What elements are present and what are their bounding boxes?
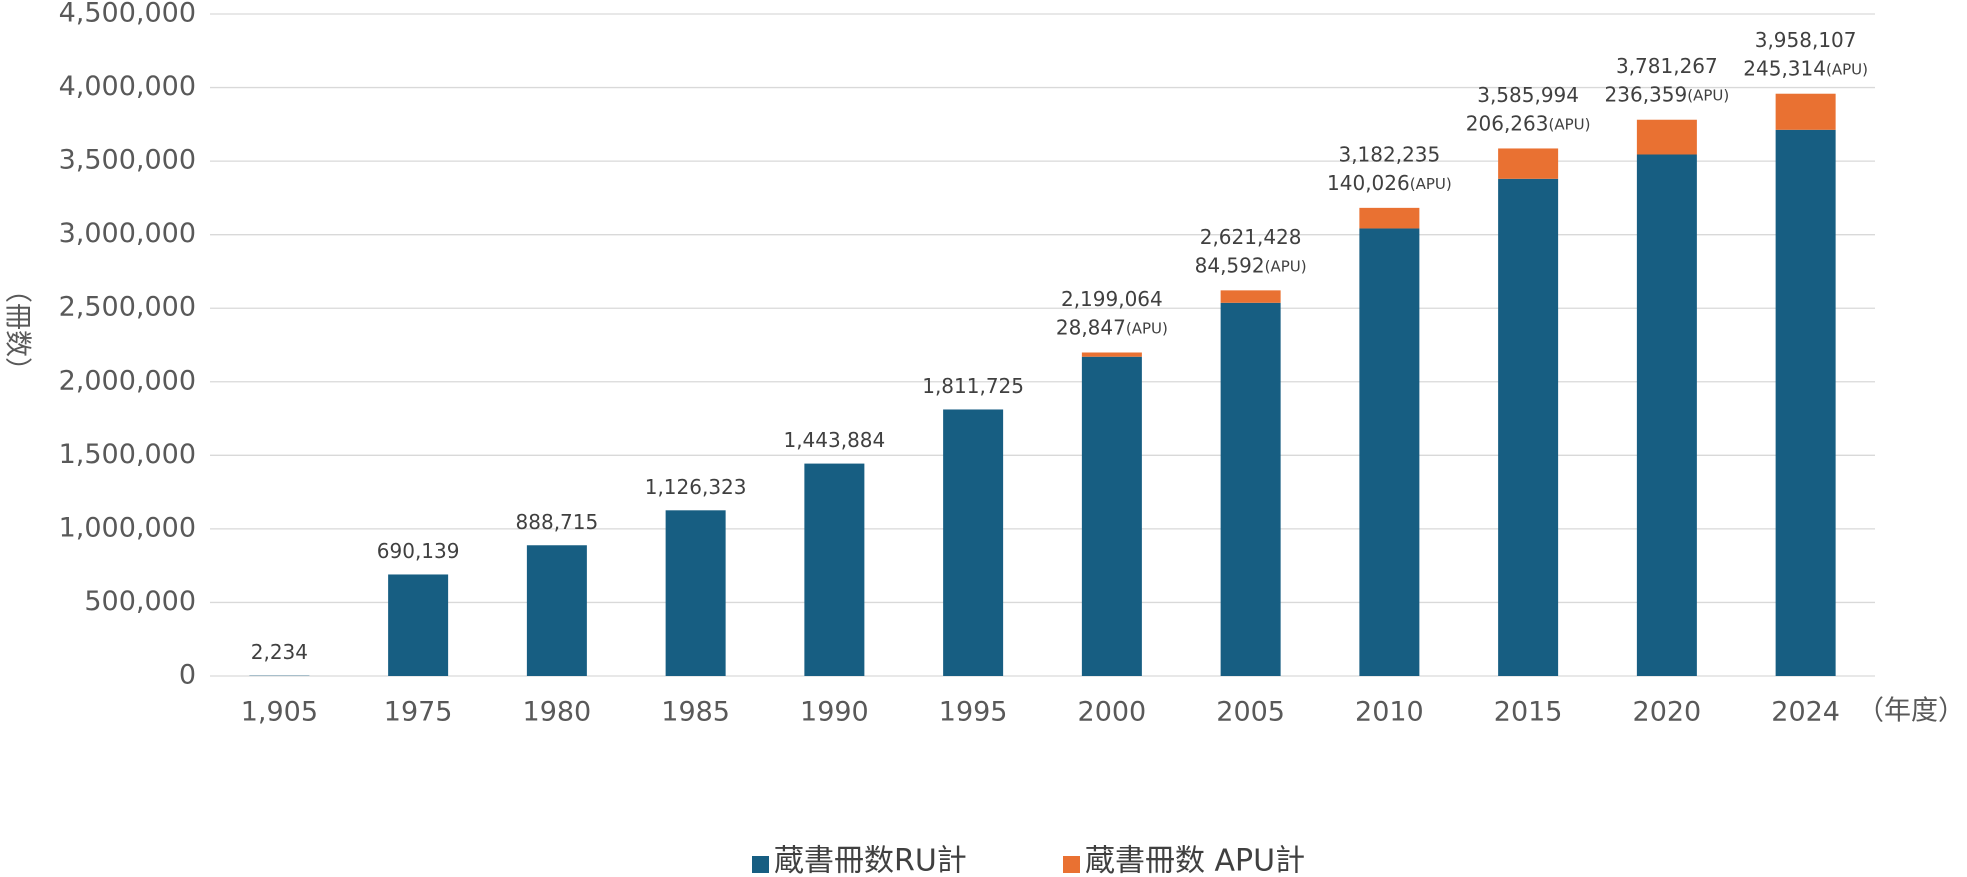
x-tick-label: 2005 — [1216, 697, 1285, 728]
bar-segment — [1081, 352, 1142, 357]
total-label: 3,585,994 — [1477, 83, 1579, 107]
x-tick-label: 1995 — [939, 697, 1008, 728]
x-tick-label: 1980 — [523, 697, 592, 728]
apu-label: 236,359(APU) — [1605, 82, 1730, 106]
apu-label: 140,026(APU) — [1327, 170, 1452, 194]
y-tick-label: 1,000,000 — [59, 512, 196, 543]
y-tick-label: 3,000,000 — [59, 218, 196, 249]
x-tick-label: 2024 — [1771, 697, 1840, 728]
y-tick-label: 2,000,000 — [59, 365, 196, 396]
total-label: 1,126,323 — [645, 475, 747, 499]
bar-segment — [526, 545, 587, 676]
apu-suffix: (APU) — [1265, 257, 1307, 275]
bar-segment — [1498, 148, 1559, 179]
apu-label: 206,263(APU) — [1466, 111, 1591, 135]
x-tick-label: 2010 — [1355, 697, 1424, 728]
x-tick-label: 1985 — [661, 697, 730, 728]
y-tick-label: 3,500,000 — [59, 145, 196, 176]
bar-segment — [1220, 302, 1281, 676]
legend-label: 蔵書冊数RU計 — [774, 844, 967, 877]
x-tick-label: 1975 — [384, 697, 453, 728]
total-label: 1,443,884 — [783, 428, 885, 452]
apu-value: 28,847 — [1056, 315, 1126, 339]
x-tick-label: 1,905 — [241, 697, 318, 728]
total-label: 2,234 — [251, 640, 308, 664]
apu-value: 140,026 — [1327, 170, 1410, 194]
x-tick-label: 2000 — [1078, 697, 1147, 728]
bar-segment — [1636, 119, 1697, 155]
bar-segment — [1220, 290, 1281, 303]
y-tick-label: 4,000,000 — [59, 71, 196, 102]
apu-label: 28,847(APU) — [1056, 315, 1168, 339]
y-tick-label: 1,500,000 — [59, 439, 196, 470]
apu-value: 84,592 — [1195, 253, 1265, 277]
apu-value: 236,359 — [1605, 82, 1688, 106]
x-tick-label: 2020 — [1633, 697, 1702, 728]
total-label: 690,139 — [377, 539, 460, 563]
bar-segment — [1636, 154, 1697, 676]
total-label: 3,182,235 — [1338, 142, 1440, 166]
legend-label: 蔵書冊数 APU計 — [1085, 844, 1305, 877]
total-label: 2,199,064 — [1061, 287, 1163, 311]
apu-value: 245,314 — [1743, 56, 1826, 80]
apu-suffix: (APU) — [1826, 60, 1868, 78]
bar-segment — [1359, 207, 1420, 229]
legend-swatch — [1063, 856, 1080, 873]
bar-segment — [1081, 356, 1142, 676]
bar-segment — [388, 574, 449, 676]
bar-segment — [1775, 129, 1836, 677]
total-label: 2,621,428 — [1200, 225, 1302, 249]
x-tick-label: 1990 — [800, 697, 869, 728]
y-tick-label: 500,000 — [84, 586, 196, 617]
y-tick-label: 4,500,000 — [59, 0, 196, 29]
apu-suffix: (APU) — [1548, 115, 1590, 133]
apu-suffix: (APU) — [1410, 174, 1452, 192]
total-label: 3,958,107 — [1755, 28, 1857, 52]
x-tick-label: 2015 — [1494, 697, 1563, 728]
bar-segment — [665, 510, 726, 676]
apu-value: 206,263 — [1466, 111, 1549, 135]
total-label: 1,811,725 — [922, 374, 1024, 398]
y-tick-label: 2,500,000 — [59, 292, 196, 323]
apu-label: 245,314(APU) — [1743, 56, 1868, 80]
apu-suffix: (APU) — [1126, 319, 1168, 337]
y-tick-label: 0 — [179, 660, 196, 691]
legend-swatch — [752, 856, 769, 873]
bar-segment — [1498, 178, 1559, 676]
total-label: 888,715 — [516, 510, 599, 534]
apu-label: 84,592(APU) — [1195, 253, 1307, 277]
y-axis-title: （冊数） — [2, 276, 33, 384]
x-unit: （年度） — [1857, 696, 1965, 727]
bar-segment — [804, 463, 865, 676]
bar-segment — [1359, 228, 1420, 676]
apu-suffix: (APU) — [1687, 86, 1729, 104]
bar-segment — [1775, 93, 1836, 130]
total-label: 3,781,267 — [1616, 54, 1718, 78]
bar-segment — [943, 409, 1004, 676]
